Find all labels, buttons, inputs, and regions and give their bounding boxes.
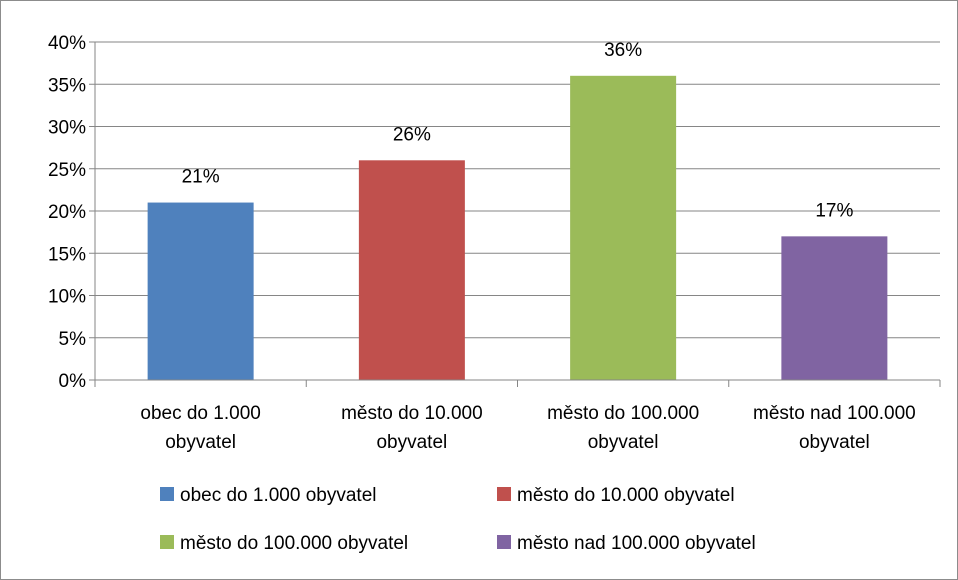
x-tick-label-line: město nad 100.000 xyxy=(753,403,916,424)
x-axis-ticks: obec do 1.000 obyvatel město do 10.000 obyv… xyxy=(94,380,941,453)
x-tick-label-line: město do 100.000 xyxy=(547,403,699,424)
x-tick-label-line: obyvatel xyxy=(165,432,236,453)
bar xyxy=(358,160,465,380)
y-tick-label: 40% xyxy=(48,33,86,54)
legend-swatch xyxy=(497,535,511,549)
legend-swatch xyxy=(160,535,174,549)
bar xyxy=(781,236,888,380)
legend-item: město do 100.000 obyvatel xyxy=(160,533,408,554)
legend-swatch xyxy=(160,487,174,501)
legend-label: město nad 100.000 obyvatel xyxy=(517,533,756,554)
x-tick-label-line: obyvatel xyxy=(376,432,447,453)
legend-label: město do 10.000 obyvatel xyxy=(517,485,735,506)
data-label: 17% xyxy=(815,200,853,221)
legend-item: město nad 100.000 obyvatel xyxy=(497,533,756,554)
x-tick-label-line: obyvatel xyxy=(588,432,659,453)
y-axis-ticks: 0% 5% 10% 15% 20% 25% 30% 35% 40% xyxy=(48,33,95,392)
y-tick-label: 0% xyxy=(59,371,87,392)
legend: obec do 1.000 obyvatel město do 10.000 ob… xyxy=(160,485,756,554)
y-tick-label: 35% xyxy=(48,75,86,96)
legend-label: město do 100.000 obyvatel xyxy=(180,533,408,554)
y-tick-label: 25% xyxy=(48,160,86,181)
x-tick-label: město do 10.000 obyvatel xyxy=(341,403,483,453)
x-tick-label: město do 100.000 obyvatel xyxy=(547,403,699,453)
x-tick-label-line: obyvatel xyxy=(799,432,870,453)
data-label: 26% xyxy=(393,124,431,145)
bar xyxy=(570,75,677,381)
legend-item: město do 10.000 obyvatel xyxy=(497,485,735,506)
data-labels: 21% 26% 36% 17% xyxy=(182,40,854,222)
y-tick-label: 10% xyxy=(48,287,86,308)
legend-swatch xyxy=(497,487,511,501)
legend-item: obec do 1.000 obyvatel xyxy=(160,485,377,506)
y-tick-label: 30% xyxy=(48,118,86,139)
x-tick-label: město nad 100.000 obyvatel xyxy=(753,403,916,453)
y-tick-label: 5% xyxy=(59,329,87,350)
data-label: 21% xyxy=(182,167,220,188)
x-tick-label-line: město do 10.000 xyxy=(341,403,483,424)
data-label: 36% xyxy=(604,40,642,61)
y-tick-label: 15% xyxy=(48,244,86,265)
y-tick-label: 20% xyxy=(48,202,86,223)
x-tick-label-line: obec do 1.000 xyxy=(140,403,260,424)
bars xyxy=(147,75,888,381)
legend-label: obec do 1.000 obyvatel xyxy=(180,485,377,506)
x-tick-label: obec do 1.000 obyvatel xyxy=(140,403,260,453)
bar xyxy=(147,202,254,380)
